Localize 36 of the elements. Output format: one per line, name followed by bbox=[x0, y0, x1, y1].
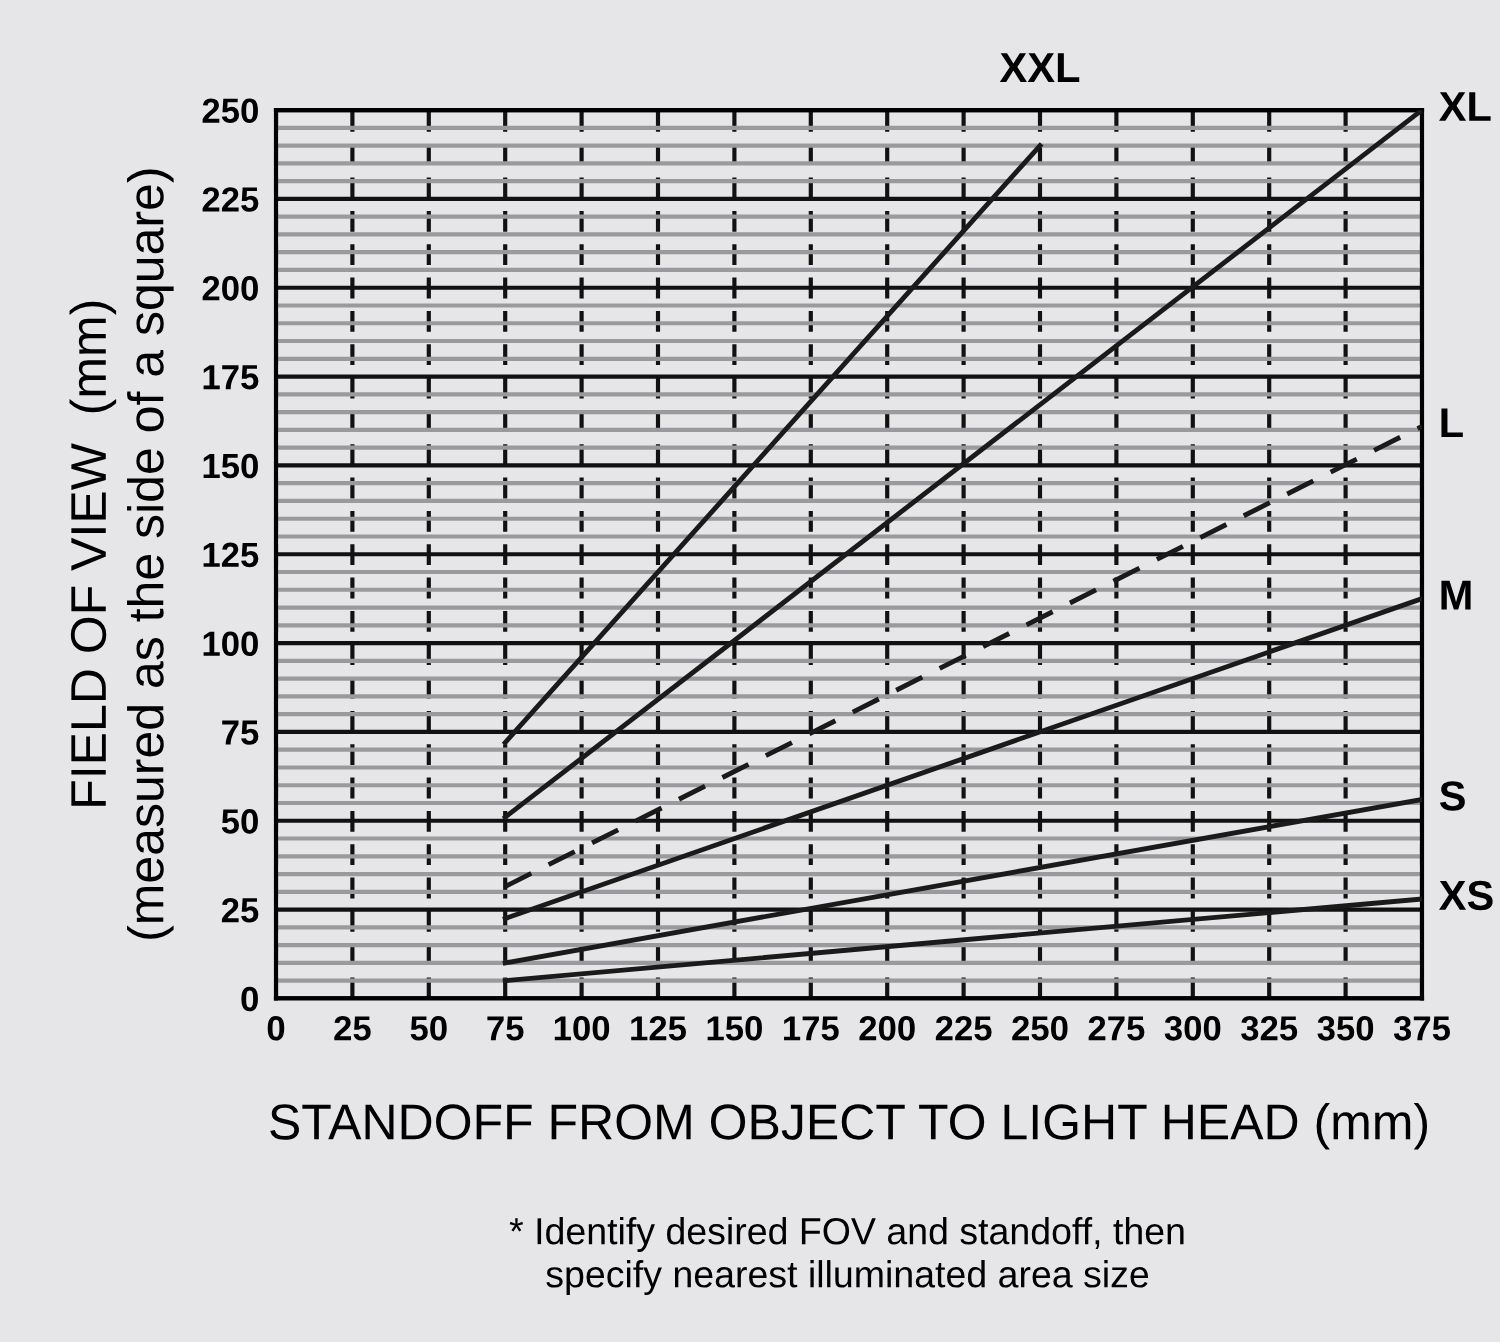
x-tick-label: 150 bbox=[707, 1016, 762, 1041]
x-tick-label: 375 bbox=[1393, 1016, 1450, 1041]
series-label: L bbox=[1441, 408, 1463, 438]
x-tick-label: 200 bbox=[859, 1016, 915, 1041]
x-tick-label: 0 bbox=[267, 1016, 285, 1041]
y-tick-label: 50 bbox=[221, 809, 258, 834]
x-tick-label: 350 bbox=[1317, 1016, 1374, 1041]
text: * Identify desired FOV and standoff, then specify nearest illuminated area size bbox=[509, 1216, 1184, 1296]
x-tick-label: 300 bbox=[1164, 1016, 1221, 1041]
y-tick-label: 75 bbox=[222, 720, 259, 745]
series-label: XS bbox=[1439, 880, 1493, 911]
x-tick-label: 25 bbox=[334, 1016, 371, 1041]
x-tick-label: 75 bbox=[487, 1016, 524, 1041]
x-tick-label: 225 bbox=[935, 1016, 992, 1041]
x-tick-label: 100 bbox=[554, 1016, 610, 1041]
y-axis-title: FIELD OF VIEW (mm) (measured as the side of a square) bbox=[69, 169, 174, 939]
x-tick-label: 250 bbox=[1012, 1016, 1068, 1041]
x-tick-label: 125 bbox=[631, 1016, 686, 1041]
series-label: XL bbox=[1439, 92, 1491, 121]
y-tick-label: 0 bbox=[241, 986, 258, 1012]
y-tick-label: 175 bbox=[203, 365, 259, 390]
y-tick-label: 100 bbox=[203, 631, 258, 657]
y-tick-label: 125 bbox=[203, 542, 259, 568]
y-tick-label: 150 bbox=[203, 453, 258, 479]
y-tick-label: 225 bbox=[202, 187, 259, 212]
y-tick-label: 200 bbox=[202, 276, 258, 301]
x-tick-label: 325 bbox=[1241, 1016, 1298, 1041]
y-tick-label: 250 bbox=[202, 98, 258, 123]
series-label: M bbox=[1441, 580, 1471, 610]
series-label: S bbox=[1439, 781, 1465, 811]
x-axis-title: STANDOFF FROM OBJECT TO LIGHT HEAD (mm) bbox=[270, 1103, 1428, 1150]
y-tick-label: 25 bbox=[221, 897, 259, 923]
series-label: XXL bbox=[999, 53, 1080, 82]
x-tick-label: 275 bbox=[1088, 1016, 1145, 1041]
x-tick-label: 175 bbox=[784, 1016, 839, 1041]
x-tick-label: 50 bbox=[410, 1016, 447, 1041]
